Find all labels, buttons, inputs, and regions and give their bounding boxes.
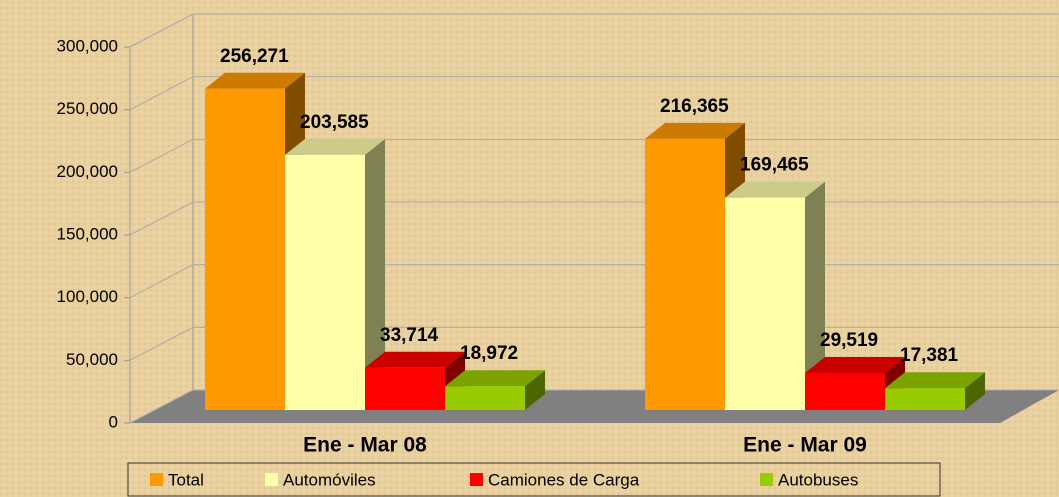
legend-box bbox=[127, 462, 941, 497]
value-label: 29,519 bbox=[820, 330, 878, 351]
grid-line bbox=[129, 13, 1059, 48]
value-label: 18,972 bbox=[460, 343, 518, 364]
grid-line bbox=[129, 138, 1059, 173]
bar-top bbox=[885, 372, 985, 389]
value-label: 216,365 bbox=[660, 96, 729, 117]
bar bbox=[725, 197, 805, 410]
legend-label: Automóviles bbox=[283, 470, 376, 489]
y-tick-label: 0 bbox=[109, 412, 118, 431]
bar-top bbox=[445, 370, 545, 387]
value-label: 256,271 bbox=[220, 46, 289, 67]
bar-side bbox=[965, 372, 985, 410]
bar bbox=[885, 388, 965, 410]
y-tick-label: 100,000 bbox=[57, 287, 118, 306]
x-tick-label: Ene - Mar 08 bbox=[303, 434, 427, 457]
bar-top bbox=[805, 357, 905, 374]
legend-swatch bbox=[760, 473, 773, 486]
y-tick-label: 250,000 bbox=[57, 99, 118, 118]
bar bbox=[445, 386, 525, 410]
bar-top bbox=[365, 351, 465, 368]
y-tick-label: 50,000 bbox=[66, 350, 118, 369]
value-label: 17,381 bbox=[900, 345, 959, 366]
y-tick-label: 150,000 bbox=[57, 224, 118, 243]
bar bbox=[205, 88, 285, 411]
legend-swatch bbox=[265, 473, 278, 486]
value-label: 33,714 bbox=[380, 325, 439, 346]
bar bbox=[365, 367, 445, 410]
value-label: 169,465 bbox=[740, 155, 809, 176]
legend-label: Camiones de Carga bbox=[488, 470, 640, 489]
y-tick-label: 200,000 bbox=[57, 162, 118, 181]
bar bbox=[285, 154, 365, 410]
grid-line bbox=[129, 76, 1059, 111]
bar-top bbox=[645, 122, 745, 139]
bar-side bbox=[805, 181, 825, 410]
bar bbox=[645, 138, 725, 410]
y-tick-label: 300,000 bbox=[57, 36, 118, 55]
x-tick-label: Ene - Mar 09 bbox=[743, 434, 867, 457]
legend-swatch bbox=[470, 473, 483, 486]
bar bbox=[805, 373, 885, 410]
bar-side bbox=[525, 370, 545, 410]
bar-top bbox=[725, 181, 825, 198]
legend-label: Total bbox=[168, 470, 204, 489]
legend-label: Autobuses bbox=[778, 470, 858, 489]
bar-top bbox=[205, 72, 305, 89]
bar-top bbox=[285, 138, 385, 155]
value-label: 203,585 bbox=[300, 112, 369, 133]
legend-swatch bbox=[150, 473, 163, 486]
bar-side bbox=[365, 138, 385, 410]
